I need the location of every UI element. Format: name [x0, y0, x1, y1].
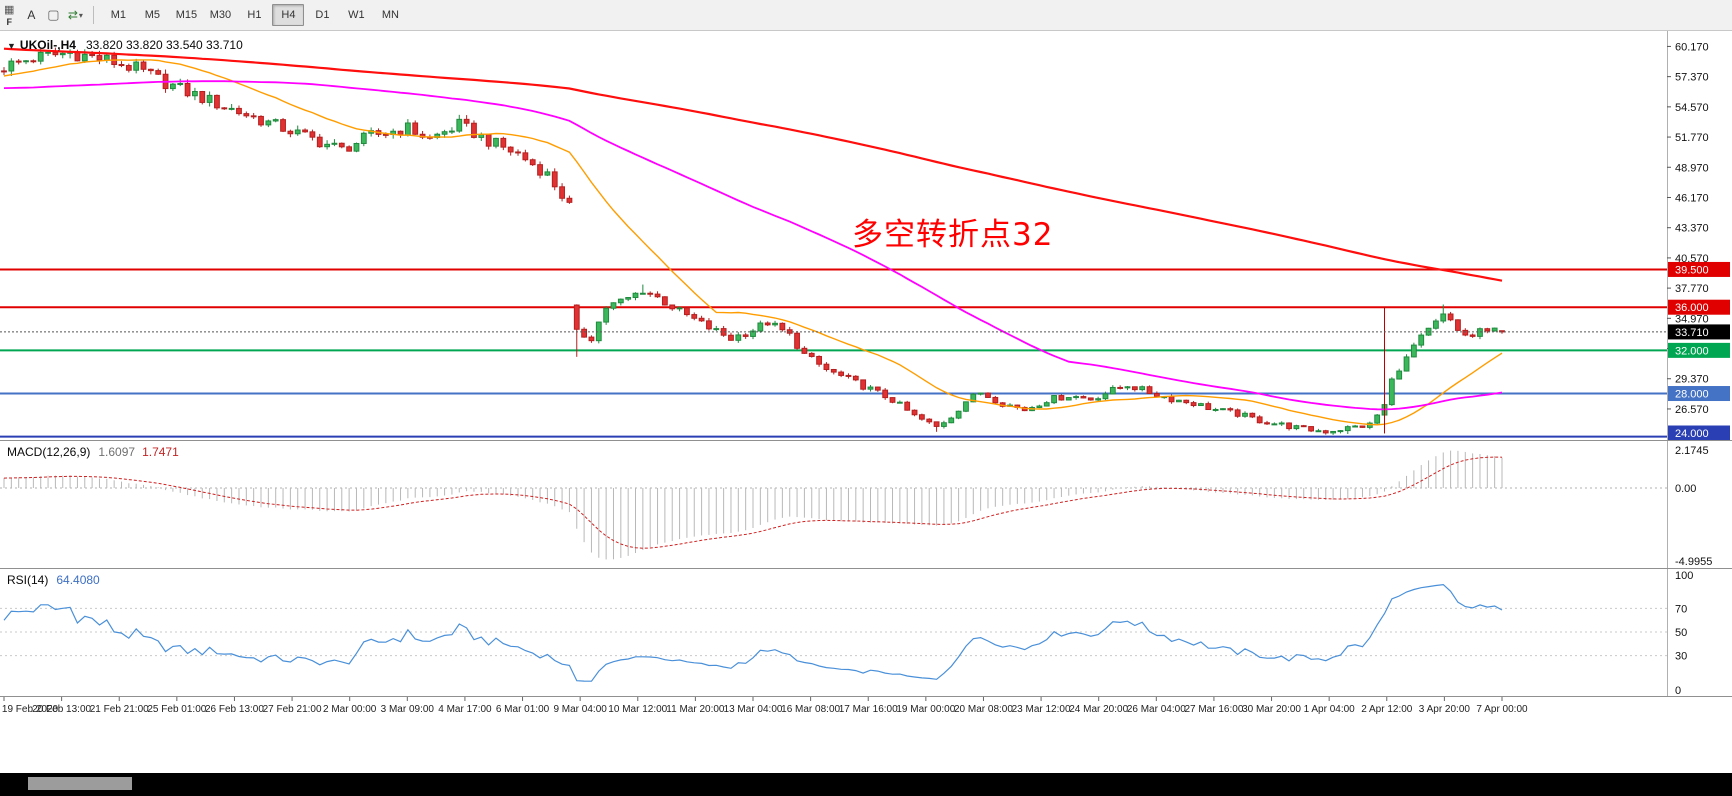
svg-text:7 Apr 00:00: 7 Apr 00:00: [1476, 704, 1528, 715]
macd-panel[interactable]: MACD(12,26,9) 1.6097 1.7471 2.1745 0.00 -4.9…: [0, 441, 1732, 569]
svg-text:1 Apr 04:00: 1 Apr 04:00: [1304, 704, 1356, 715]
svg-text:32.000: 32.000: [1675, 345, 1709, 357]
svg-text:4 Mar 17:00: 4 Mar 17:00: [438, 704, 492, 715]
svg-text:3 Mar 09:00: 3 Mar 09:00: [381, 704, 435, 715]
svg-text:70: 70: [1675, 603, 1687, 615]
chart-header: ▼ UKOil-,H4 33.820 33.820 33.540 33.710: [7, 38, 243, 52]
chart-annotation-text: 多空转折点32: [852, 217, 1054, 253]
macd-canvas[interactable]: 2.1745 0.00 -4.9955: [0, 441, 1732, 569]
svg-text:27 Mar 16:00: 27 Mar 16:00: [1184, 704, 1243, 715]
svg-text:54.570: 54.570: [1675, 102, 1709, 114]
svg-text:16 Mar 08:00: 16 Mar 08:00: [781, 704, 840, 715]
timeframe-group: M1 M5 M15 M30 H1 H4 D1 W1 MN: [101, 4, 407, 26]
svg-text:24 Mar 20:00: 24 Mar 20:00: [1069, 704, 1128, 715]
f-key-icon[interactable]: F: [6, 16, 12, 27]
svg-text:39.500: 39.500: [1675, 264, 1709, 276]
macd-main-value: 1.6097: [98, 445, 136, 459]
svg-text:20 Feb 13:00: 20 Feb 13:00: [32, 704, 91, 715]
macd-signal-value: 1.7471: [142, 445, 179, 459]
ohlc-values: 33.820 33.820 33.540 33.710: [85, 38, 243, 52]
svg-text:23 Mar 12:00: 23 Mar 12:00: [1012, 704, 1071, 715]
svg-text:37.770: 37.770: [1675, 283, 1709, 295]
svg-text:24.000: 24.000: [1675, 428, 1709, 440]
textbox-tool-icon[interactable]: ▢: [47, 7, 60, 22]
macd-header: MACD(12,26,9) 1.6097 1.7471: [7, 445, 179, 459]
svg-text:10 Mar 12:00: 10 Mar 12:00: [608, 704, 667, 715]
timeframe-button-m15[interactable]: M15: [175, 9, 198, 21]
svg-text:2 Mar 00:00: 2 Mar 00:00: [323, 704, 377, 715]
svg-text:21 Feb 21:00: 21 Feb 21:00: [90, 704, 149, 715]
timeframe-button-d1[interactable]: D1: [315, 9, 330, 21]
svg-text:46.170: 46.170: [1675, 192, 1709, 204]
timeframe-button-m5[interactable]: M5: [144, 9, 161, 21]
chart-grid-icon[interactable]: ▦: [4, 3, 15, 16]
svg-text:3 Apr 20:00: 3 Apr 20:00: [1419, 704, 1471, 715]
svg-text:51.770: 51.770: [1675, 132, 1709, 144]
timeframe-button-mn[interactable]: MN: [381, 9, 399, 21]
main-toolbar: ▦ F A ▢ ⇄ ▾ M1 M5 M15 M30 H1 H4 D1 W1 MN: [0, 0, 1732, 31]
svg-text:50: 50: [1675, 627, 1687, 639]
symbol-label: UKOil-,H4: [19, 38, 76, 52]
toolbar-separator: [93, 6, 95, 24]
svg-text:27 Feb 21:00: 27 Feb 21:00: [263, 704, 322, 715]
timeframe-button-m30[interactable]: M30: [209, 9, 232, 21]
main-chart-panel[interactable]: ▼ UKOil-,H4 33.820 33.820 33.540 33.710 多空…: [0, 31, 1732, 441]
svg-text:33.710: 33.710: [1675, 327, 1709, 339]
auto-scroll-icon[interactable]: ⇄ ▾: [66, 4, 84, 26]
dropdown-caret-icon[interactable]: ▾: [78, 10, 83, 20]
svg-text:30 Mar 20:00: 30 Mar 20:00: [1242, 704, 1301, 715]
svg-text:2 Apr 12:00: 2 Apr 12:00: [1361, 704, 1413, 715]
svg-text:0: 0: [1675, 685, 1681, 697]
svg-text:0.00: 0.00: [1675, 483, 1696, 495]
window-bottom-gap: [0, 719, 1732, 773]
svg-text:43.370: 43.370: [1675, 223, 1709, 235]
svg-text:-4.9955: -4.9955: [1675, 556, 1712, 568]
svg-text:28.000: 28.000: [1675, 389, 1709, 401]
rsi-panel[interactable]: RSI(14) 64.4080 100 70 50 30 0: [0, 569, 1732, 697]
svg-text:11 Mar 20:00: 11 Mar 20:00: [666, 704, 725, 715]
cursor-a-icon[interactable]: A: [27, 8, 36, 22]
time-axis[interactable]: 19 Feb 2020 20 Feb 13:00 21 Feb 21:00 25 Fe…: [0, 697, 1732, 719]
svg-text:19 Mar 00:00: 19 Mar 00:00: [896, 704, 955, 715]
svg-text:36.000: 36.000: [1675, 302, 1709, 314]
svg-text:40.570: 40.570: [1675, 253, 1709, 265]
macd-label: MACD(12,26,9): [7, 445, 91, 459]
svg-text:17 Mar 16:00: 17 Mar 16:00: [839, 704, 898, 715]
svg-text:26 Feb 13:00: 26 Feb 13:00: [205, 704, 264, 715]
svg-text:20 Mar 08:00: 20 Mar 08:00: [954, 704, 1013, 715]
timeframe-button-h4[interactable]: H4: [272, 4, 305, 26]
svg-text:26.570: 26.570: [1675, 404, 1709, 416]
toolbar-left-icons: ▦ F: [4, 1, 14, 29]
rsi-value: 64.4080: [56, 573, 100, 587]
svg-text:2.1745: 2.1745: [1675, 445, 1709, 457]
rsi-header: RSI(14) 64.4080: [7, 573, 100, 587]
bottom-black-bar: [0, 773, 1732, 796]
svg-text:13 Mar 04:00: 13 Mar 04:00: [724, 704, 783, 715]
svg-text:26 Mar 04:00: 26 Mar 04:00: [1127, 704, 1186, 715]
svg-text:25 Feb 01:00: 25 Feb 01:00: [147, 704, 206, 715]
svg-text:30: 30: [1675, 651, 1687, 663]
timeframe-button-w1[interactable]: W1: [348, 9, 365, 21]
svg-text:48.970: 48.970: [1675, 162, 1709, 174]
svg-text:60.170: 60.170: [1675, 41, 1709, 53]
rsi-canvas[interactable]: 100 70 50 30 0: [0, 569, 1732, 697]
price-chart-canvas[interactable]: 60.170 57.370 54.570 51.770 48.970 46.170 43.3…: [0, 31, 1732, 441]
svg-text:29.370: 29.370: [1675, 374, 1709, 386]
svg-text:9 Mar 04:00: 9 Mar 04:00: [553, 704, 607, 715]
collapse-triangle-icon[interactable]: ▼: [7, 41, 16, 51]
svg-text:19 Feb 2020: 19 Feb 2020: [2, 704, 59, 715]
arrows-glyph: ⇄: [67, 8, 78, 22]
svg-text:34.970: 34.970: [1675, 313, 1709, 325]
bottom-gray-box[interactable]: [28, 777, 132, 790]
timeframe-button-h1[interactable]: H1: [247, 9, 262, 21]
svg-text:57.370: 57.370: [1675, 72, 1709, 84]
timeframe-button-m1[interactable]: M1: [110, 9, 127, 21]
svg-text:6 Mar 01:00: 6 Mar 01:00: [496, 704, 550, 715]
rsi-label: RSI(14): [7, 573, 49, 587]
svg-text:100: 100: [1675, 570, 1693, 582]
